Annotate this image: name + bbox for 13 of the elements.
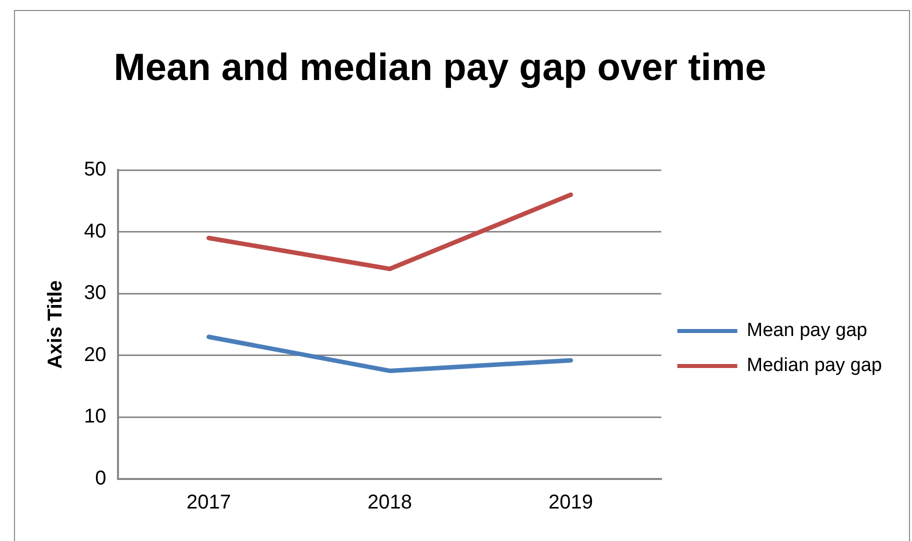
x-tick-label: 2017	[186, 492, 232, 514]
y-tick-label: 20	[84, 344, 106, 366]
y-tick-label: 40	[84, 220, 106, 242]
y-tick-label: 30	[84, 282, 106, 304]
legend-label: Mean pay gap	[746, 320, 868, 342]
y-tick-label: 10	[84, 406, 106, 428]
x-tick-label: 2018	[368, 492, 412, 514]
chart-title: Mean and median pay gap over time	[112, 46, 768, 91]
y-tick-label: 0	[95, 468, 106, 490]
legend-label: Median pay gap	[746, 355, 882, 376]
y-axis-title: Axis Title	[44, 280, 67, 369]
x-tick-label: 2019	[548, 492, 594, 514]
y-tick-label: 50	[84, 158, 106, 181]
